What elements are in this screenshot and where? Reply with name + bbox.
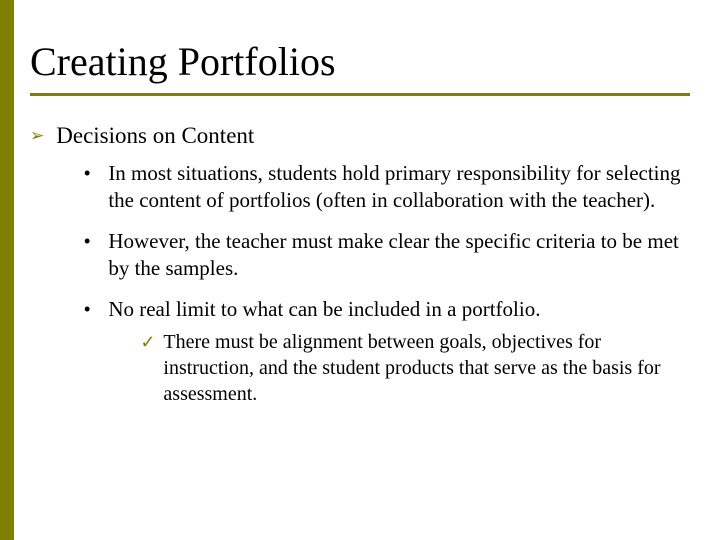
level3-list: ✓ There must be alignment between goals,…	[140, 329, 690, 407]
dot-bullet-icon: •	[84, 228, 90, 255]
level2-text: No real limit to what can be included in…	[108, 297, 540, 321]
level2-text: In most situations, students hold primar…	[108, 160, 690, 214]
level2-list: • In most situations, students hold prim…	[84, 160, 690, 407]
level2-with-sub: No real limit to what can be included in…	[108, 296, 690, 407]
side-accent-bar	[0, 0, 14, 540]
level2-item: • However, the teacher must make clear t…	[84, 228, 690, 282]
level3-item: ✓ There must be alignment between goals,…	[140, 329, 690, 407]
level2-text: However, the teacher must make clear the…	[108, 228, 690, 282]
level1-item: ➢ Decisions on Content	[30, 122, 690, 150]
dot-bullet-icon: •	[84, 160, 90, 187]
slide-title: Creating Portfolios	[30, 38, 336, 85]
level2-item: • In most situations, students hold prim…	[84, 160, 690, 214]
slide: Creating Portfolios ➢ Decisions on Conte…	[0, 0, 720, 540]
arrow-bullet-icon: ➢	[30, 122, 44, 150]
title-underline	[30, 93, 690, 96]
level3-text: There must be alignment between goals, o…	[163, 329, 690, 407]
level2-item: • No real limit to what can be included …	[84, 296, 690, 407]
check-bullet-icon: ✓	[140, 329, 155, 355]
level1-heading: Decisions on Content	[56, 122, 254, 150]
slide-content: ➢ Decisions on Content • In most situati…	[30, 122, 690, 421]
dot-bullet-icon: •	[84, 296, 90, 323]
